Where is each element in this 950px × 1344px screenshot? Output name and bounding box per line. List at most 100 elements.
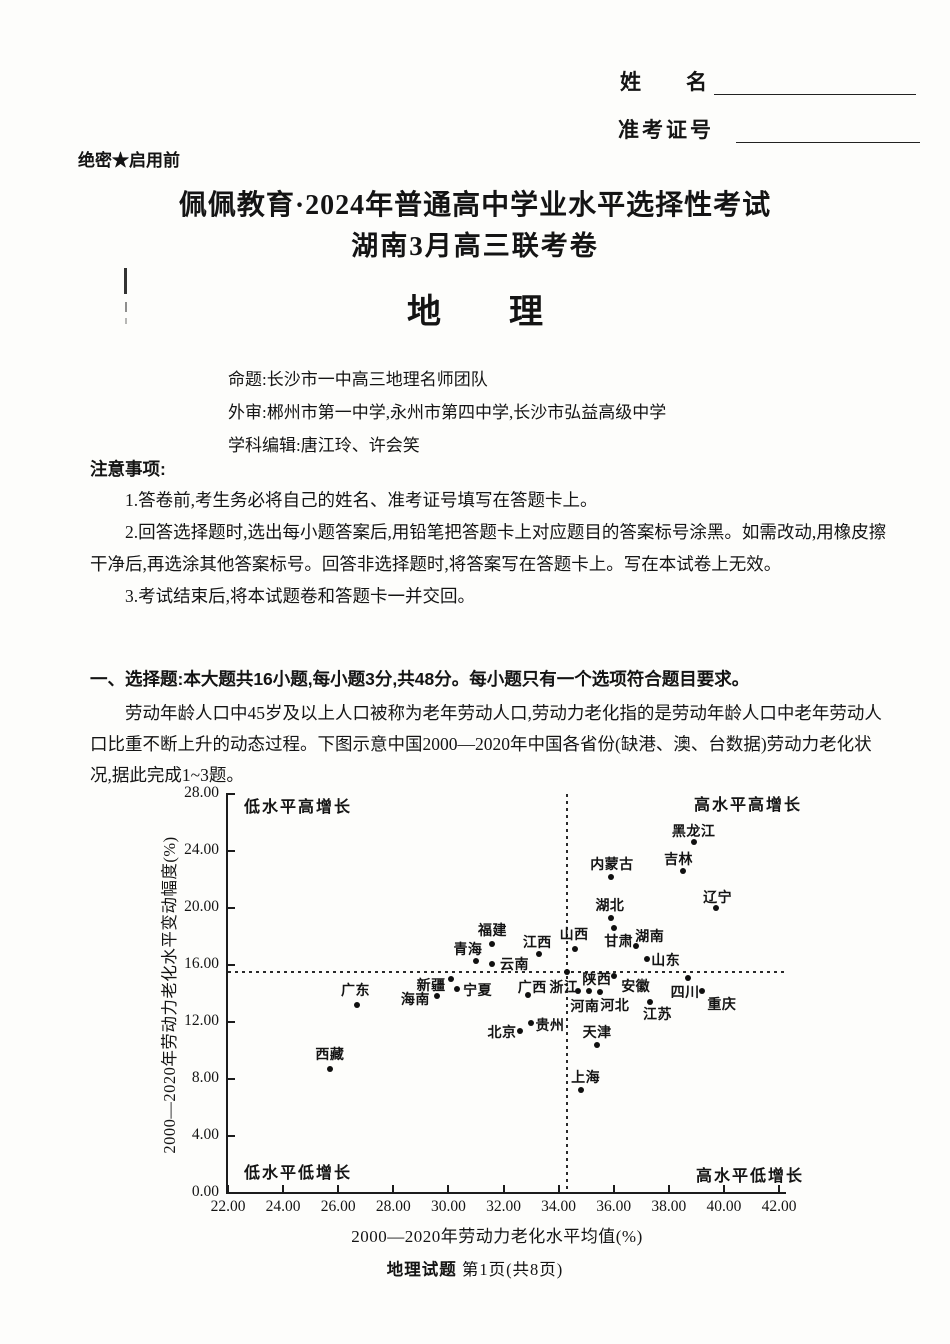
x-tick-mark [337, 1185, 340, 1192]
y-tick-mark [228, 793, 235, 795]
section-header: 一、选择题:本大题共16小题,每小题3分,共48分。每小题只有一个选项符合题目要… [90, 669, 750, 689]
y-tick-mark [228, 1021, 235, 1023]
footer-doc-title: 地理试题 [386, 1260, 457, 1279]
x-tick-label: 38.00 [651, 1198, 687, 1215]
question-intro: 劳动年龄人口中45岁及以上人口被称为老年劳动人口,劳动力老化指的是劳动年龄人口中… [90, 703, 882, 785]
data-point-label: 贵州 [535, 1019, 565, 1035]
data-point-dot [528, 1020, 535, 1027]
data-point-dot [610, 973, 617, 980]
data-point-dot [434, 993, 441, 1000]
data-point-label: 上海 [571, 1071, 601, 1087]
mean-x-dashed-line [565, 794, 568, 1193]
data-point-label: 吉林 [664, 852, 694, 868]
data-point-label: 内蒙古 [590, 857, 634, 873]
data-point-label: 山西 [559, 928, 589, 944]
data-point-label: 江西 [522, 935, 552, 951]
data-point-dot [610, 924, 617, 931]
data-point-dot [712, 905, 719, 911]
data-point-dot [489, 940, 496, 947]
notice-title: 注意事项: [90, 459, 166, 479]
data-point-label: 福建 [477, 923, 507, 939]
y-tick-label: 24.00 [184, 841, 219, 858]
data-point-label: 湖南 [635, 930, 665, 946]
quadrant-label-top-right: 高水平高增长 [694, 797, 803, 814]
notice-list: 1.答卷前,考生务必将自己的姓名、准考证号填写在答题卡上。 2.回答选择题时,选… [90, 484, 888, 612]
byline: 命题:长沙市一中高三地理名师团队 外审:郴州市第一中学,永州市第四中学,长沙市弘… [228, 363, 666, 462]
y-tick-label: 8.00 [191, 1069, 219, 1086]
data-point-dot [572, 946, 579, 953]
data-point-dot [563, 969, 570, 976]
x-tick-mark [227, 1185, 229, 1192]
notice-item-3: 3.考试结束后,将本试题卷和答题卡一并交回。 [125, 586, 475, 606]
data-point-label: 云南 [499, 957, 529, 973]
x-tick-label: 34.00 [541, 1198, 577, 1215]
name-field-label: 姓 名 [620, 70, 708, 94]
y-tick-mark [228, 1078, 235, 1080]
y-tick-mark [228, 1192, 235, 1194]
mean-y-dashed-line [228, 971, 786, 974]
data-point-label: 河南 [570, 999, 600, 1015]
exam-title-line1: 佩佩教育·2024年普通高中学业水平选择性考试 [178, 190, 772, 221]
data-point-dot [453, 986, 460, 993]
x-tick-label: 28.00 [375, 1198, 411, 1215]
data-point-label: 黑龙江 [671, 825, 716, 841]
quadrant-label-bottom-left: 低水平低增长 [244, 1165, 353, 1182]
y-tick-label: 12.00 [184, 1012, 219, 1029]
quadrant-label-top-left: 低水平高增长 [244, 799, 353, 816]
data-point-label: 广西 [517, 980, 547, 996]
subject-title: 地 理 [407, 294, 543, 331]
y-axis [226, 793, 228, 1194]
y-tick-label: 20.00 [184, 898, 219, 915]
x-tick-mark [557, 1185, 560, 1192]
data-point-label: 广东 [340, 983, 370, 999]
print-artifact [125, 318, 127, 324]
y-tick-mark [228, 964, 235, 966]
data-point-dot [489, 960, 496, 967]
data-point-dot [574, 987, 581, 994]
x-axis [226, 1192, 786, 1194]
x-axis-label: 2000—2020年劳动力老化水平均值(%) [351, 1227, 643, 1246]
data-point-dot [472, 957, 479, 964]
data-point-dot [685, 974, 692, 981]
x-tick-mark [282, 1185, 285, 1192]
y-tick-label: 16.00 [184, 955, 219, 972]
name-field-underline [714, 94, 916, 95]
data-point-dot [517, 1027, 524, 1034]
x-tick-label: 26.00 [320, 1198, 356, 1215]
x-tick-label: 32.00 [486, 1198, 521, 1215]
data-point-label: 江苏 [643, 1008, 672, 1024]
byline-setter: 命题:长沙市一中高三地理名师团队 [228, 370, 488, 389]
data-point-label: 甘肃 [604, 934, 634, 950]
x-tick-label: 36.00 [596, 1198, 632, 1215]
data-point-label: 浙江 [549, 980, 579, 996]
secrecy-notice: 绝密★启用前 [78, 151, 180, 170]
data-point-dot [607, 873, 614, 880]
data-point-label: 四川 [670, 985, 700, 1001]
data-point-label: 青海 [453, 942, 483, 958]
notice-item-1: 1.答卷前,考生务必将自己的姓名、准考证号填写在答题卡上。 [125, 490, 598, 510]
data-point-label: 陕西 [582, 973, 612, 989]
data-point-dot [577, 1087, 584, 1094]
data-point-label: 海南 [400, 993, 430, 1009]
data-point-dot [607, 914, 614, 921]
print-artifact [124, 268, 127, 294]
x-tick-label: 42.00 [761, 1198, 797, 1215]
y-tick-mark [228, 907, 235, 909]
data-point-label: 宁夏 [463, 984, 493, 1000]
x-tick-label: 22.00 [210, 1198, 246, 1215]
data-point-dot [354, 1001, 361, 1008]
data-point-dot [632, 943, 639, 950]
data-point-dot [596, 989, 603, 996]
data-point-label: 辽宁 [703, 891, 733, 906]
data-point-dot [585, 987, 592, 994]
y-axis-label: 2000—2020年劳动力老化水平变动幅度(%) [160, 836, 179, 1154]
footer-page-number: 第1页(共8页) [456, 1260, 564, 1279]
quadrant-label-bottom-right: 高水平低增长 [696, 1168, 805, 1185]
data-point-dot [690, 839, 697, 846]
notice-item-2: 2.回答选择题时,选出每小题答案后,用铅笔把答题卡上对应题目的答案标号涂黑。如需… [90, 522, 887, 574]
data-point-dot [326, 1066, 333, 1073]
x-tick-label: 40.00 [706, 1198, 742, 1215]
data-point-label: 湖北 [595, 898, 625, 914]
data-point-label: 山东 [651, 954, 681, 970]
